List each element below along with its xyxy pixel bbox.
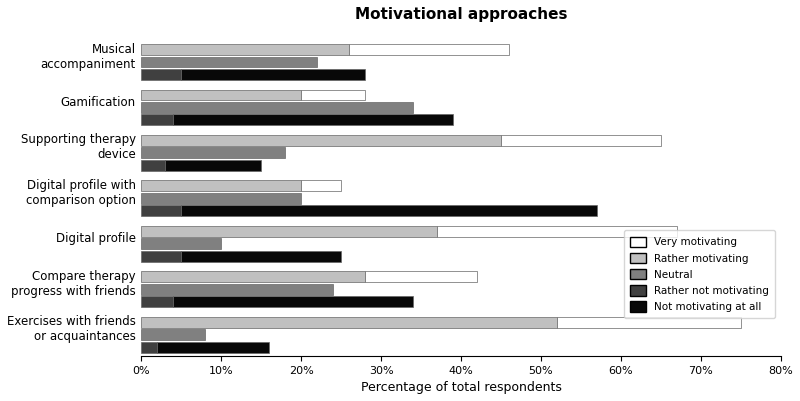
Bar (142, 114, 174, 125)
Bar (365, 271, 477, 282)
Bar (142, 193, 302, 204)
Bar (302, 180, 341, 191)
Bar (142, 44, 349, 55)
X-axis label: Percentage of total respondents: Percentage of total respondents (361, 381, 562, 394)
Bar (166, 160, 262, 171)
Bar (142, 296, 174, 307)
Bar (142, 180, 302, 191)
Bar (182, 69, 365, 80)
Bar (142, 226, 437, 237)
Bar (142, 284, 333, 295)
Bar (349, 44, 509, 55)
Bar (142, 148, 286, 158)
Bar (142, 251, 182, 261)
Bar (437, 226, 677, 237)
Bar (501, 135, 661, 146)
Bar (174, 296, 413, 307)
Bar (182, 205, 597, 216)
Bar (142, 238, 222, 249)
Bar (174, 114, 453, 125)
Bar (302, 89, 365, 100)
Bar (142, 317, 557, 328)
Bar (142, 69, 182, 80)
Bar (142, 205, 182, 216)
Legend: Very motivating, Rather motivating, Neutral, Rather not motivating, Not motivati: Very motivating, Rather motivating, Neut… (624, 231, 775, 318)
Bar (142, 102, 413, 113)
Bar (142, 342, 158, 352)
Bar (142, 160, 166, 171)
Bar (182, 251, 341, 261)
Bar (557, 317, 741, 328)
Bar (158, 342, 270, 352)
Title: Motivational approaches: Motivational approaches (354, 7, 567, 22)
Bar (142, 271, 365, 282)
Bar (142, 329, 206, 340)
Bar (142, 57, 317, 67)
Bar (142, 89, 302, 100)
Bar (142, 135, 501, 146)
